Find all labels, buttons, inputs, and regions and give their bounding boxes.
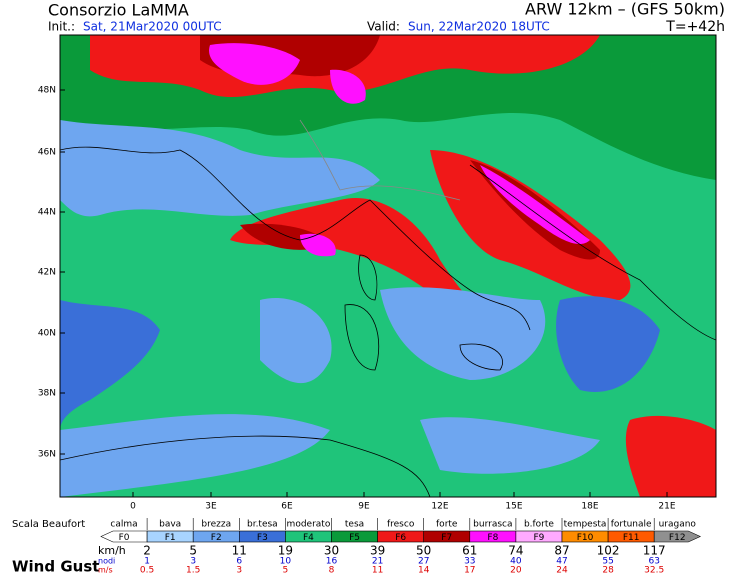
threshold: 11 <box>232 544 247 558</box>
lat-label: 40N <box>38 329 56 339</box>
init-label: Init.: <box>48 20 75 34</box>
unit-label: nodi <box>98 557 115 566</box>
lon-label: 6E <box>281 502 293 512</box>
class-name: tempesta <box>564 520 607 530</box>
class-name: burrasca <box>473 520 512 530</box>
threshold: 14 <box>418 566 430 576</box>
class-name: brezza <box>201 520 231 530</box>
lon-label: 15E <box>505 502 522 512</box>
lat-label: 48N <box>38 86 56 96</box>
map <box>60 35 716 497</box>
threshold: 63 <box>648 557 659 567</box>
threshold: 8 <box>329 566 335 576</box>
threshold: 102 <box>597 544 620 558</box>
scale-cell <box>653 530 702 543</box>
threshold: 74 <box>508 544 523 558</box>
threshold: 28 <box>602 566 614 576</box>
threshold: 0.5 <box>140 566 154 576</box>
lead-time: T=+42h <box>665 19 725 35</box>
lon-label: 3E <box>205 502 217 512</box>
threshold: 3 <box>236 566 242 576</box>
lon-label: 9E <box>358 502 370 512</box>
threshold: 27 <box>418 557 429 567</box>
class-name: uragano <box>659 520 697 530</box>
threshold: 39 <box>370 544 385 558</box>
class-name: fortunale <box>611 520 652 530</box>
threshold: 32.5 <box>644 566 664 576</box>
threshold: 1.5 <box>186 566 200 576</box>
unit-label: m/s <box>98 566 113 575</box>
threshold: 47 <box>556 557 567 567</box>
lon-label: 12E <box>431 502 448 512</box>
class-code: F10 <box>577 533 594 543</box>
valid-label: Valid: <box>367 20 400 34</box>
class-code: F3 <box>257 533 268 543</box>
threshold: 17 <box>464 566 475 576</box>
threshold: 40 <box>510 557 522 567</box>
threshold: 24 <box>556 566 568 576</box>
lat-label: 36N <box>38 450 56 460</box>
class-code: F8 <box>487 533 498 543</box>
model: ARW 12km – (GFS 50km) <box>525 0 725 19</box>
threshold: 117 <box>643 544 666 558</box>
class-name: calma <box>110 520 137 530</box>
lon-label: 21E <box>658 502 675 512</box>
scale-title: Scala Beaufort <box>12 519 85 530</box>
class-code: F2 <box>211 533 222 543</box>
class-name: tesa <box>345 520 364 530</box>
legend-title: Wind Gust <box>12 558 99 576</box>
threshold: 61 <box>462 544 477 558</box>
class-code: F7 <box>441 533 452 543</box>
map-frame <box>59 34 717 498</box>
threshold: 6 <box>236 557 242 567</box>
threshold: 11 <box>372 566 383 576</box>
class-code: F12 <box>669 533 686 543</box>
threshold: 1 <box>144 557 150 567</box>
threshold: 87 <box>554 544 569 558</box>
threshold: 50 <box>416 544 431 558</box>
lat-label: 38N <box>38 389 56 399</box>
threshold: 30 <box>324 544 339 558</box>
threshold: 5 <box>189 544 197 558</box>
class-code: F4 <box>303 533 314 543</box>
title: Consorzio LaMMA <box>48 1 189 20</box>
class-name: br.tesa <box>247 520 278 530</box>
class-code: F11 <box>623 533 640 543</box>
threshold: 21 <box>372 557 383 567</box>
lat-label: 44N <box>38 208 56 218</box>
threshold: 3 <box>190 557 196 567</box>
class-name: bava <box>159 520 181 530</box>
class-code: F9 <box>533 533 544 543</box>
threshold: 2 <box>143 544 151 558</box>
class-name: forte <box>436 520 458 530</box>
threshold: 16 <box>326 557 338 567</box>
class-code: F0 <box>119 533 130 543</box>
valid-date: Sun, 22Mar2020 18UTC <box>408 20 550 34</box>
class-code: F1 <box>165 533 176 543</box>
unit-label: km/h <box>98 544 126 557</box>
class-name: fresco <box>387 520 415 530</box>
threshold: 20 <box>510 566 522 576</box>
threshold: 10 <box>280 557 292 567</box>
class-code: F5 <box>349 533 360 543</box>
lon-label: 0 <box>130 502 136 512</box>
class-name: b.forte <box>524 520 554 530</box>
threshold: 5 <box>283 566 289 576</box>
threshold: 19 <box>278 544 293 558</box>
threshold: 33 <box>464 557 475 567</box>
class-code: F6 <box>395 533 406 543</box>
lat-label: 46N <box>38 148 56 158</box>
class-name: moderato <box>287 520 331 530</box>
lat-label: 42N <box>38 268 56 278</box>
threshold: 55 <box>602 557 613 567</box>
lon-label: 18E <box>581 502 598 512</box>
init-date: Sat, 21Mar2020 00UTC <box>83 20 222 34</box>
